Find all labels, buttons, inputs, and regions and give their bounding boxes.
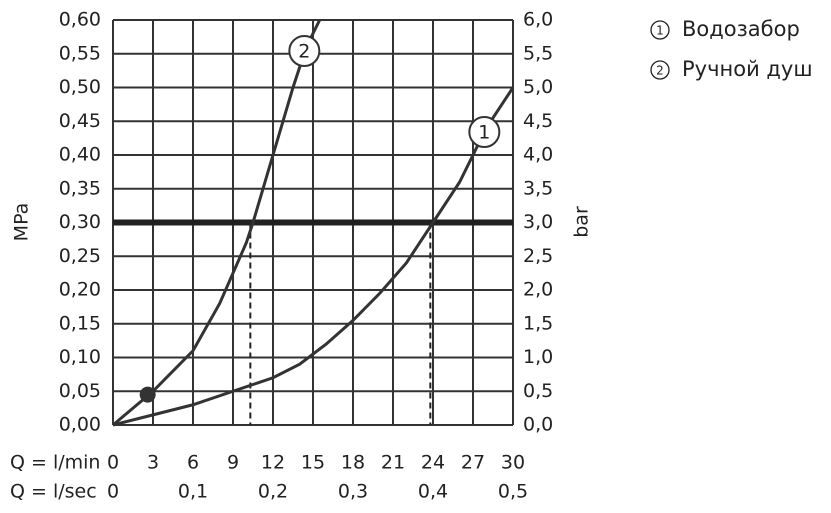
y-tick-label: 0,10 (59, 346, 101, 368)
marker-point (139, 386, 156, 403)
x2-axis-label: Q = l/sec (10, 481, 97, 503)
y-tick-label: 0,25 (59, 245, 101, 267)
y-tick-label: 0,20 (59, 279, 101, 301)
y2-tick-label: 3,0 (523, 211, 553, 233)
legend-symbol (650, 20, 670, 40)
x-tick-label: 27 (461, 452, 485, 474)
legend-symbol (650, 60, 670, 80)
y2-tick-label: 1,5 (523, 312, 553, 334)
x-tick-label: 21 (381, 452, 405, 474)
y2-tick-label: 2,5 (523, 245, 553, 267)
y-tick-label: 0,30 (59, 211, 101, 233)
legend-symbol-text: 2 (656, 64, 664, 78)
x-tick-label: 15 (301, 452, 325, 474)
y-tick-label: 0,15 (59, 312, 101, 334)
y-axis-label: MPa (11, 203, 33, 242)
legend-label: Водозабор (682, 17, 800, 41)
y2-axis-label: bar (571, 206, 593, 238)
series-marker-circle (288, 35, 321, 67)
x-tick-label: 24 (421, 452, 445, 474)
y-tick-label: 0,45 (59, 110, 101, 132)
x-tick-label: 3 (147, 452, 159, 474)
y2-tick-label: 5,5 (523, 42, 553, 64)
x-tick-label: 6 (187, 452, 199, 474)
y2-tick-label: 5,0 (523, 76, 553, 98)
y2-tick-label: 2,0 (523, 279, 553, 301)
series-marker: 1 (478, 122, 490, 144)
x-tick-label: 30 (501, 452, 525, 474)
line-series (112, 86, 515, 427)
x-axis-label: Q = l/min (10, 452, 100, 474)
y2-tick-label: 0,5 (523, 380, 553, 402)
x-tick-label: 9 (227, 452, 239, 474)
legend-label: Ручной душ (682, 57, 813, 81)
line-series (112, 19, 322, 427)
y-tick-label: 0,40 (59, 144, 101, 166)
legend-symbol-text: 1 (656, 24, 664, 38)
y2-tick-label: 6,0 (523, 9, 553, 31)
x2-tick-label: 0,2 (258, 481, 288, 503)
x2-tick-label: 0,4 (418, 481, 448, 503)
y2-tick-label: 4,5 (523, 110, 553, 132)
x-tick-label: 18 (341, 452, 365, 474)
series-marker-circle (468, 116, 501, 148)
x2-tick-label: 0,1 (178, 481, 208, 503)
y2-tick-label: 0,0 (523, 414, 553, 436)
x2-tick-label: 0,5 (498, 481, 528, 503)
y-tick-label: 0,50 (59, 76, 101, 98)
x2-tick-label: 0 (107, 481, 119, 503)
y-tick-label: 0,05 (59, 380, 101, 402)
x-tick-label: 12 (261, 452, 285, 474)
y-tick-label: 0,60 (59, 9, 101, 31)
y2-tick-label: 4,0 (523, 144, 553, 166)
y2-tick-label: 3,5 (523, 177, 553, 199)
y-tick-label: 0,00 (59, 414, 101, 436)
y-tick-label: 0,55 (59, 42, 101, 64)
x2-tick-label: 0,3 (338, 481, 368, 503)
y-tick-label: 0,35 (59, 177, 101, 199)
series-marker: 2 (298, 41, 310, 63)
y2-tick-label: 1,0 (523, 346, 553, 368)
x-tick-label: 0 (107, 452, 119, 474)
